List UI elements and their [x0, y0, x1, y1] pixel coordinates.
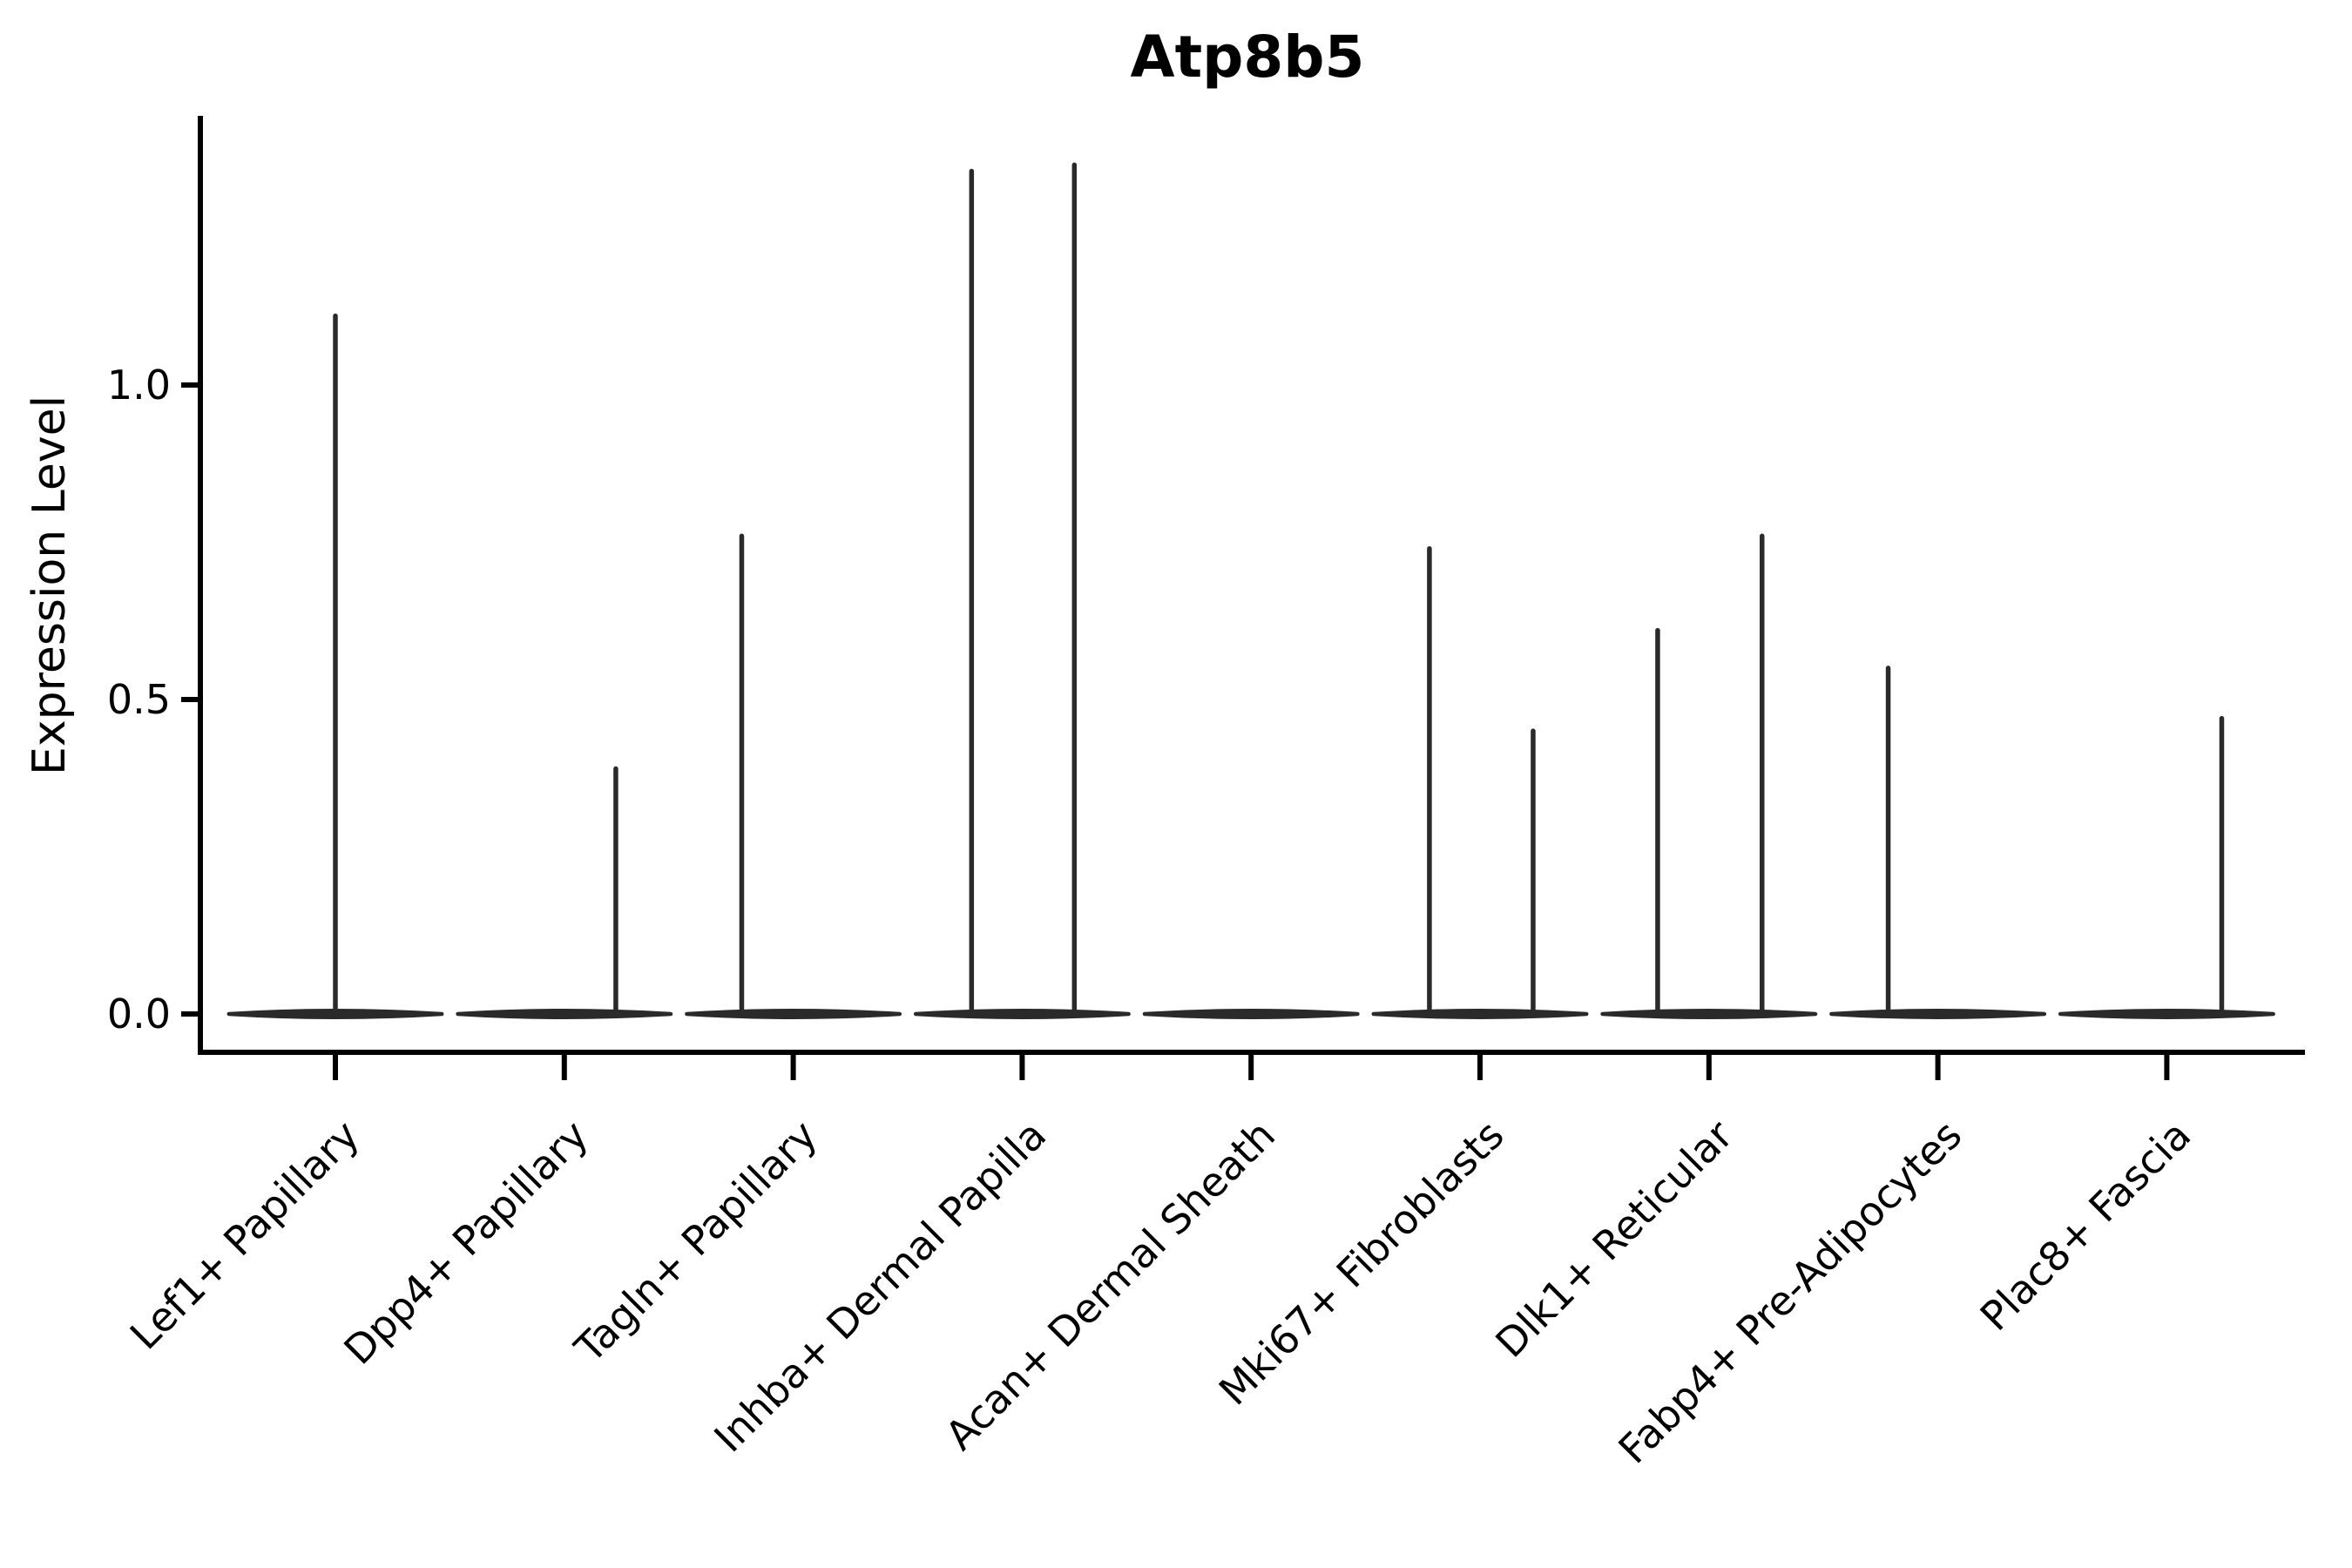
violin-base — [913, 1009, 1131, 1019]
y-tick-label: 1.0 — [107, 362, 171, 409]
violin-7 — [1600, 533, 1818, 1019]
violin-base — [2058, 1009, 2275, 1019]
x-tick-label: Dlk1+ Reticular — [1486, 1112, 1741, 1367]
violin-base — [1600, 1009, 1818, 1019]
x-tick-label: Lef1+ Papillary — [121, 1112, 368, 1359]
y-tick-label: 0.0 — [107, 990, 171, 1037]
violin-2 — [456, 766, 673, 1019]
x-tick-label: Dpp4+ Papillary — [335, 1112, 597, 1374]
x-tick-label: Tagln+ Papillary — [565, 1112, 827, 1373]
violin-base — [1829, 1009, 2047, 1019]
violin-6 — [1371, 545, 1589, 1019]
violin-8 — [1829, 666, 2047, 1019]
y-axis-label: Expression Level — [24, 395, 76, 775]
chart-title: Atp8b5 — [1131, 24, 1365, 91]
violin-base — [1371, 1009, 1589, 1019]
violin-base — [456, 1009, 673, 1019]
axes-layer — [181, 116, 2305, 1080]
violin-9 — [2058, 715, 2275, 1019]
violin-3 — [685, 533, 902, 1019]
violin-4 — [913, 162, 1131, 1019]
violin-5 — [1142, 1009, 1360, 1019]
y-tick-label: 0.5 — [107, 676, 171, 723]
violin-base — [685, 1009, 902, 1019]
violin-layer — [226, 162, 2275, 1019]
violin-1 — [226, 313, 444, 1019]
x-tick-label: Plac8+ Fascia — [1971, 1112, 2200, 1340]
violin-base — [1142, 1009, 1360, 1019]
